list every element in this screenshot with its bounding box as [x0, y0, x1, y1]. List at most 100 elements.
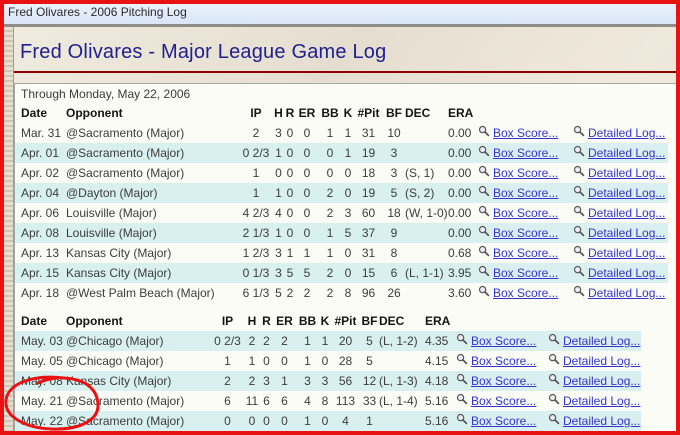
box-score-link[interactable]: Box Score...	[471, 394, 537, 408]
box-score-link[interactable]: Box Score...	[493, 266, 559, 280]
detailed-log-link[interactable]: Detailed Log...	[588, 246, 666, 260]
cell-er: 0	[303, 186, 311, 200]
detailed-log-link-cell: Detailed Log...	[573, 243, 668, 263]
cell-h: 5	[275, 286, 282, 300]
box-score-link-cell: Box Score...	[478, 143, 573, 163]
box-score-link[interactable]: Box Score...	[493, 246, 559, 260]
detailed-log-link[interactable]: Detailed Log...	[563, 394, 641, 408]
cell-k: 8	[344, 286, 352, 300]
cell-pit: 19	[361, 146, 376, 160]
cell-opp: Kansas City (Major)	[66, 246, 172, 260]
box-score-link[interactable]: Box Score...	[493, 146, 559, 160]
column-header-spacer	[548, 311, 641, 331]
box-score-link-cell: Box Score...	[478, 183, 573, 203]
box-score-link[interactable]: Box Score...	[493, 286, 559, 300]
cell-opp: Kansas City (Major)	[66, 374, 172, 388]
cell-er: 6	[281, 394, 288, 408]
column-header-opponent: Opponent	[66, 314, 123, 328]
cell-bf: 12	[362, 374, 377, 388]
detailed-log-link[interactable]: Detailed Log...	[563, 374, 641, 388]
column-header-ip: IP	[250, 106, 262, 120]
cell-ip: 2	[224, 374, 231, 388]
game-log-panel: Fred Olivares - Major League Game Log Th…	[14, 27, 680, 435]
box-score-link[interactable]: Box Score...	[471, 414, 537, 428]
cell-opp: @West Palm Beach (Major)	[66, 286, 215, 300]
cell-dec: (L, 1-4)	[379, 394, 418, 408]
cell-er: 1	[281, 374, 288, 388]
through-date-line: Through Monday, May 22, 2006	[21, 87, 191, 101]
detailed-log-link[interactable]: Detailed Log...	[588, 206, 666, 220]
cell-ip: 2	[252, 126, 260, 140]
magnifier-icon	[573, 263, 585, 283]
detailed-log-link[interactable]: Detailed Log...	[588, 186, 666, 200]
detailed-log-link[interactable]: Detailed Log...	[563, 354, 641, 368]
box-score-link[interactable]: Box Score...	[471, 374, 537, 388]
box-score-link[interactable]: Box Score...	[493, 126, 559, 140]
box-score-link[interactable]: Box Score...	[471, 354, 537, 368]
box-score-link-cell: Box Score...	[456, 411, 548, 431]
box-score-link[interactable]: Box Score...	[493, 166, 559, 180]
cell-bf: 26	[387, 286, 401, 300]
window-titlebar[interactable]: Fred Olivares - 2006 Pitching Log	[0, 0, 680, 24]
cell-r: 1	[286, 246, 294, 260]
cell-dec	[405, 223, 448, 243]
cell-dec	[405, 283, 448, 303]
box-score-link-cell: Box Score...	[456, 331, 548, 351]
cell-pit: 31	[361, 126, 376, 140]
magnifier-icon	[456, 331, 468, 351]
cell-k: 1	[344, 126, 352, 140]
cell-r: 2	[286, 286, 294, 300]
detailed-log-link[interactable]: Detailed Log...	[588, 126, 666, 140]
magnifier-icon	[548, 351, 560, 371]
cell-k: 0	[344, 246, 352, 260]
game-row-apr-15: Apr. 15 Kansas City (Major) 0 1/3 3 5 5 2 0 15 6(…	[15, 263, 668, 283]
cell-pit: 96	[361, 286, 376, 300]
cell-h: 2	[248, 334, 256, 348]
cell-era: 0.00	[448, 126, 472, 140]
box-score-link-cell: Box Score...	[478, 283, 573, 303]
detailed-log-link-cell: Detailed Log...	[573, 203, 668, 223]
cell-ip: 0	[224, 414, 231, 428]
box-score-link[interactable]: Box Score...	[493, 186, 559, 200]
magnifier-icon	[478, 283, 490, 303]
box-score-link[interactable]: Box Score...	[471, 334, 537, 348]
cell-k: 1	[344, 146, 352, 160]
detailed-log-link[interactable]: Detailed Log...	[563, 334, 641, 348]
column-header-era: ERA	[448, 106, 474, 120]
box-score-link[interactable]: Box Score...	[493, 206, 559, 220]
cell-ip: 1	[252, 186, 260, 200]
cell-dec	[405, 143, 448, 163]
cell-dec	[405, 123, 448, 143]
detailed-log-link[interactable]: Detailed Log...	[563, 414, 641, 428]
detailed-log-link[interactable]: Detailed Log...	[588, 266, 666, 280]
cell-k: 3	[344, 206, 352, 220]
detailed-log-link-cell: Detailed Log...	[548, 351, 641, 371]
detailed-log-link[interactable]: Detailed Log...	[588, 166, 666, 180]
cell-h: 1	[275, 146, 282, 160]
cell-er: 0	[303, 206, 311, 220]
column-header-spacer	[456, 311, 548, 331]
detailed-log-link[interactable]: Detailed Log...	[588, 286, 666, 300]
cell-pit: 19	[361, 186, 376, 200]
game-row-may-05: May. 05 @Chicago (Major) 1 1 0 0 1 0 28 5 4.15 Box …	[15, 351, 641, 371]
column-header-r: R	[262, 314, 271, 328]
detailed-log-link[interactable]: Detailed Log...	[588, 226, 666, 240]
magnifier-icon	[573, 203, 585, 223]
detailed-log-link[interactable]: Detailed Log...	[588, 146, 666, 160]
cell-dec: (W, 1-0)	[405, 206, 448, 220]
cell-era: 4.15	[425, 354, 449, 368]
box-score-link[interactable]: Box Score...	[493, 226, 559, 240]
game-row-may-22: May. 22 @Sacramento (Major) 0 0 0 0 1 0 4 1 5.16 Bo…	[15, 411, 641, 431]
magnifier-icon	[573, 163, 585, 183]
cell-bf: 5	[366, 354, 373, 368]
magnifier-icon	[456, 391, 468, 411]
column-header-date: Date	[21, 106, 48, 120]
game-row-mar-31: Mar. 31 @Sacramento (Major) 2 3 0 0 1 1 31 10 0.00…	[15, 123, 668, 143]
box-score-link-cell: Box Score...	[478, 223, 573, 243]
magnifier-icon	[548, 391, 560, 411]
cell-opp: @Sacramento (Major)	[66, 414, 185, 428]
cell-date: May. 08	[21, 374, 63, 388]
cell-bf: 10	[387, 126, 401, 140]
cell-ip: 6	[224, 394, 231, 408]
magnifier-icon	[573, 183, 585, 203]
